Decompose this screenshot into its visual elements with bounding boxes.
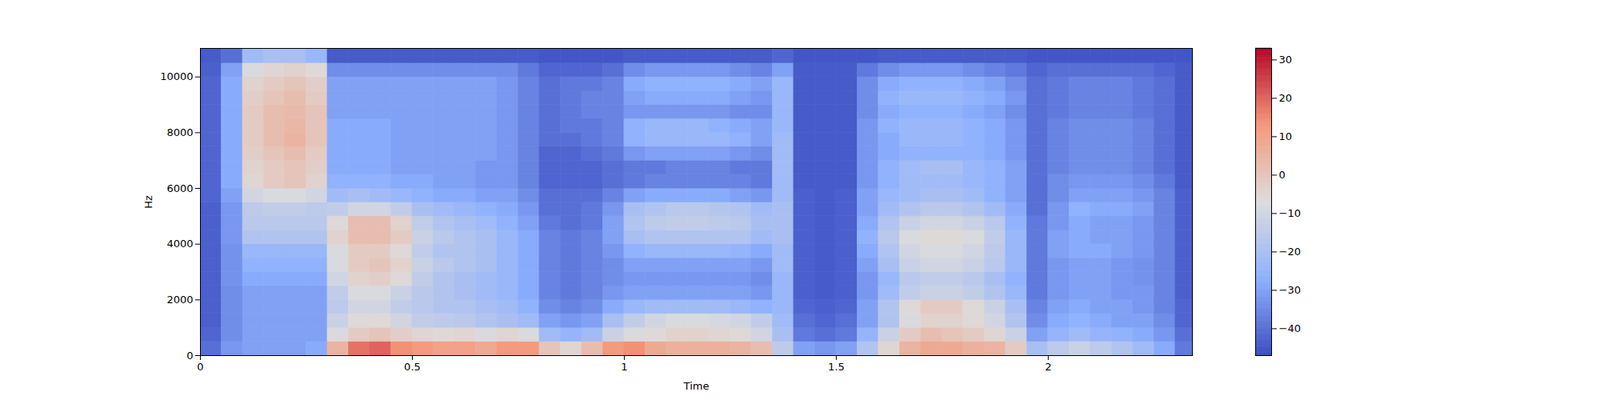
svg-text:−20: −20 [1279, 245, 1301, 258]
svg-text:Time: Time [683, 380, 710, 392]
svg-text:0: 0 [186, 349, 193, 362]
svg-text:0.5: 0.5 [404, 360, 421, 373]
svg-text:6000: 6000 [166, 182, 193, 195]
svg-text:−30: −30 [1279, 284, 1301, 296]
svg-text:Hz: Hz [142, 195, 155, 209]
svg-text:4000: 4000 [166, 237, 193, 250]
svg-text:2: 2 [1044, 360, 1052, 373]
svg-text:1.5: 1.5 [828, 360, 845, 373]
svg-text:−40: −40 [1279, 322, 1301, 335]
svg-text:2000: 2000 [166, 293, 193, 306]
svg-text:−10: −10 [1279, 207, 1301, 220]
svg-text:1: 1 [620, 360, 628, 373]
svg-text:20: 20 [1279, 92, 1293, 104]
svg-text:10000: 10000 [160, 70, 193, 83]
svg-text:30: 30 [1279, 53, 1293, 66]
svg-text:0: 0 [196, 360, 204, 373]
svg-text:10: 10 [1279, 130, 1293, 143]
svg-text:0: 0 [1279, 168, 1286, 181]
svg-text:8000: 8000 [166, 126, 193, 139]
